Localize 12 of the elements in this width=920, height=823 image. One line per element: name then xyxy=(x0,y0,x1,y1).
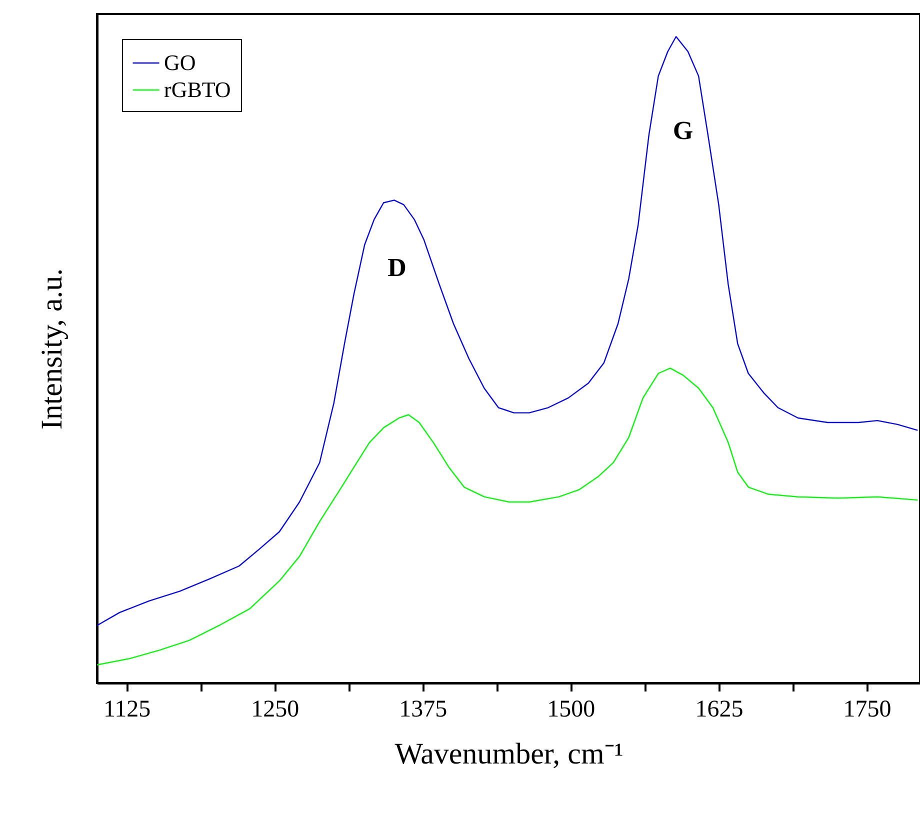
legend-label: rGBTO xyxy=(164,77,231,102)
x-tick-label: 1750 xyxy=(843,696,892,722)
x-tick-label: 1250 xyxy=(251,696,300,722)
annotation: G xyxy=(672,116,694,145)
x-tick-label: 1500 xyxy=(547,696,596,722)
x-axis-title: Wavenumber, cm⁻¹ xyxy=(394,738,624,770)
x-tick-label: 1125 xyxy=(104,696,151,722)
annotation: D xyxy=(388,253,406,282)
legend-label: GO xyxy=(164,50,196,75)
x-tick-label: 1625 xyxy=(695,696,744,722)
y-axis-title: Intensity, a.u. xyxy=(36,268,68,430)
x-tick-label: 1375 xyxy=(399,696,448,722)
